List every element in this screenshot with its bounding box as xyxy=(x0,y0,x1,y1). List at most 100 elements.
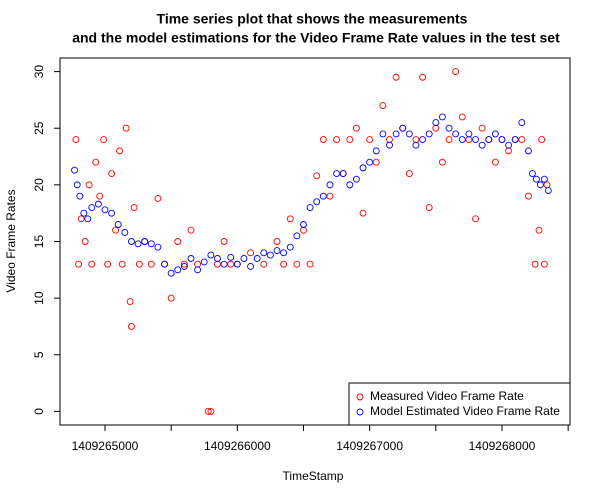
data-point xyxy=(122,124,130,132)
data-point xyxy=(92,158,100,166)
data-point xyxy=(505,141,513,149)
data-point xyxy=(313,172,321,180)
data-point xyxy=(207,251,215,259)
data-point xyxy=(84,215,92,223)
data-point xyxy=(121,228,129,236)
data-point xyxy=(214,255,221,262)
data-point xyxy=(247,262,255,270)
data-point xyxy=(359,209,367,217)
data-point xyxy=(518,136,526,144)
data-point xyxy=(524,147,532,155)
data-point xyxy=(540,175,548,183)
data-point xyxy=(438,158,446,166)
y-tick-label: 0 xyxy=(32,408,46,415)
data-point xyxy=(112,226,120,234)
data-point xyxy=(204,407,212,415)
data-point xyxy=(167,269,175,277)
data-point xyxy=(101,206,109,214)
y-tick-label: 25 xyxy=(32,121,46,135)
data-point xyxy=(518,119,526,127)
data-point xyxy=(372,147,380,155)
data-point xyxy=(531,260,539,268)
data-point xyxy=(80,209,88,217)
data-point xyxy=(161,260,168,268)
x-tick-label: 1409265000 xyxy=(72,439,139,453)
data-point xyxy=(141,238,149,245)
data-point xyxy=(535,226,543,234)
data-point xyxy=(425,204,433,211)
data-point xyxy=(536,181,544,189)
data-point xyxy=(180,262,188,270)
data-point xyxy=(498,136,506,144)
data-point xyxy=(207,407,215,415)
data-point xyxy=(379,130,387,138)
data-point xyxy=(233,260,241,268)
data-point xyxy=(491,158,499,166)
data-point xyxy=(85,181,93,189)
data-point xyxy=(194,266,202,274)
data-point xyxy=(366,158,374,166)
legend-box xyxy=(348,382,571,426)
data-point xyxy=(76,192,84,200)
data-point xyxy=(130,204,138,211)
data-point xyxy=(180,260,188,268)
data-point xyxy=(339,170,347,177)
y-tick-label: 10 xyxy=(32,291,46,305)
legend-label: Measured Video Frame Rate xyxy=(370,389,524,403)
data-point xyxy=(273,247,281,255)
data-point xyxy=(94,200,102,208)
data-point xyxy=(359,164,367,172)
data-point xyxy=(366,136,374,144)
data-point xyxy=(419,136,427,144)
data-point xyxy=(432,119,440,127)
data-point xyxy=(458,113,466,121)
data-point xyxy=(174,266,182,274)
data-point xyxy=(478,141,486,149)
chart-title: Time series plot that shows the measurem… xyxy=(157,11,468,27)
data-point xyxy=(346,136,354,144)
data-point xyxy=(135,260,143,268)
data-point xyxy=(240,255,248,262)
data-point xyxy=(405,170,413,177)
data-point xyxy=(372,158,380,166)
data-point xyxy=(458,136,466,144)
data-point xyxy=(174,238,182,245)
data-point xyxy=(511,136,519,144)
y-tick-label: 15 xyxy=(32,235,46,249)
data-point xyxy=(452,130,460,138)
data-point xyxy=(540,260,548,268)
x-tick-label: 1409267000 xyxy=(336,439,403,453)
x-axis-label: TimeStamp xyxy=(283,469,344,483)
data-point xyxy=(260,249,268,257)
data-point xyxy=(126,298,134,305)
data-point xyxy=(167,294,175,302)
data-point xyxy=(114,221,122,228)
data-point xyxy=(528,170,536,177)
data-point xyxy=(300,221,307,228)
data-point xyxy=(452,68,460,76)
data-point xyxy=(319,136,327,144)
data-point xyxy=(293,232,301,240)
data-point xyxy=(445,124,453,132)
data-point xyxy=(200,258,208,266)
data-point xyxy=(104,260,112,268)
data-point xyxy=(147,240,155,248)
data-point xyxy=(293,260,301,268)
data-point xyxy=(73,181,81,189)
data-point xyxy=(346,181,354,189)
data-point xyxy=(154,243,162,251)
data-point xyxy=(465,130,473,138)
data-point xyxy=(326,192,334,200)
data-point xyxy=(313,198,321,206)
data-point xyxy=(392,130,400,138)
data-point xyxy=(319,192,327,200)
data-point xyxy=(524,192,532,200)
data-point xyxy=(187,226,195,234)
data-point xyxy=(306,204,314,211)
data-point xyxy=(253,255,261,262)
data-point xyxy=(280,249,288,257)
data-point xyxy=(286,215,294,223)
data-point xyxy=(75,260,82,268)
data-point xyxy=(108,170,116,177)
x-tick-label: 1409268000 xyxy=(469,439,536,453)
